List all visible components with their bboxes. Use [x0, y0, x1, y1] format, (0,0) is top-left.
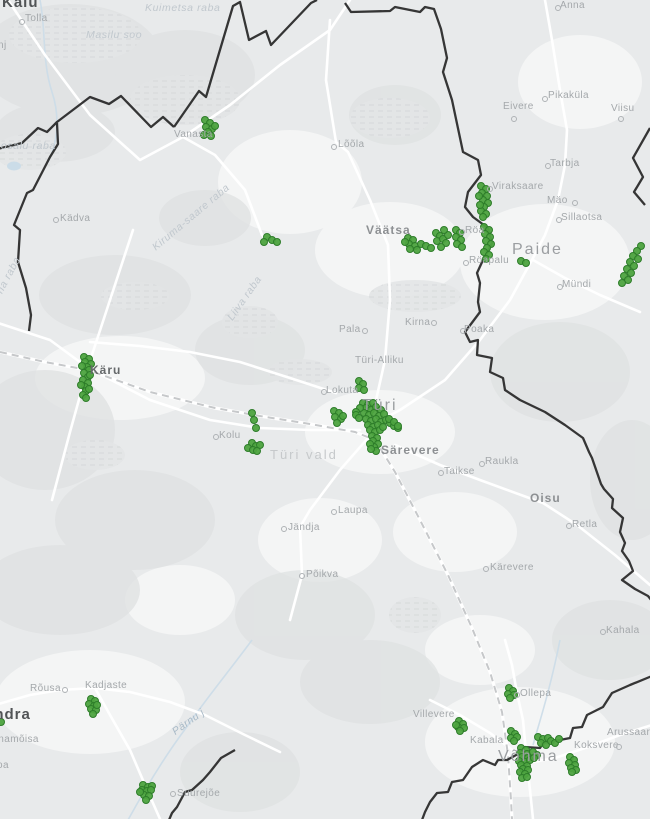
marker-dot-vohma-main[interactable]	[523, 773, 531, 781]
marker-dot-lokuta[interactable]	[339, 412, 347, 420]
marker-dot-vanasta[interactable]	[211, 122, 219, 130]
marker-dot-kolu-chain[interactable]	[252, 424, 260, 432]
marker-dot-vanasta[interactable]	[200, 131, 208, 139]
marker-dot-lokuta[interactable]	[333, 419, 341, 427]
marker-dot-kadjaste[interactable]	[89, 710, 97, 718]
pond	[7, 161, 21, 171]
marker-dot-viraksaare[interactable]	[475, 192, 483, 200]
marker-dot-vaatsa-west[interactable]	[406, 245, 414, 253]
marker-dot-left-edge[interactable]	[0, 718, 5, 726]
marker-dot-vohma-east[interactable]	[568, 768, 576, 776]
marker-dot-east-edge[interactable]	[634, 255, 642, 263]
marker-dot-turi-alliku[interactable]	[360, 386, 368, 394]
railway	[0, 350, 514, 819]
marker-dot-kolu-chain[interactable]	[253, 447, 261, 455]
marker-dot-east-edge[interactable]	[630, 262, 638, 270]
marker-dot-vaatsa-west[interactable]	[427, 244, 435, 252]
marker-dot-karu[interactable]	[86, 371, 94, 379]
marker-dot-vaatsa-west[interactable]	[401, 238, 409, 246]
marker-dot-turi-main[interactable]	[379, 423, 387, 431]
marker-dot-vanasta[interactable]	[207, 132, 215, 140]
data-point-clusters	[0, 116, 645, 804]
marker-dot-karu[interactable]	[85, 385, 93, 393]
marker-dot-east-edge[interactable]	[627, 269, 635, 277]
marker-dot-suurejoe[interactable]	[142, 796, 150, 804]
marker-dot-kabala[interactable]	[510, 737, 518, 745]
marker-dot-karu[interactable]	[77, 381, 85, 389]
marker-dot-viraksaare[interactable]	[479, 213, 487, 221]
marker-dot-roa[interactable]	[482, 255, 490, 263]
marker-dot-west-trio[interactable]	[260, 238, 268, 246]
marker-dot-vaatsa-east[interactable]	[458, 243, 466, 251]
marker-dot-vaatsa-mid[interactable]	[437, 243, 445, 251]
marker-dot-kolu-chain[interactable]	[248, 409, 256, 417]
marker-dot-villevere[interactable]	[456, 727, 464, 735]
marker-dot-kadjaste[interactable]	[93, 701, 101, 709]
marker-dot-vaatsa-mid[interactable]	[440, 226, 448, 234]
marker-dot-turi-main[interactable]	[355, 414, 363, 422]
bog-hatched-areas	[0, 7, 461, 633]
marker-dot-suurejoe[interactable]	[136, 788, 144, 796]
marker-dot-vaatsa-west[interactable]	[413, 246, 421, 254]
marker-dot-turi-main[interactable]	[367, 445, 375, 453]
marker-dot-kolu-chain[interactable]	[250, 416, 258, 424]
marker-dot-vohma-row[interactable]	[555, 735, 563, 743]
marker-dot-viraksaare[interactable]	[476, 201, 484, 209]
marker-dot-karu[interactable]	[82, 394, 90, 402]
marker-dot-ollepa[interactable]	[506, 694, 514, 702]
marker-dot-east-edge[interactable]	[618, 279, 626, 287]
marker-dot-vohma-main[interactable]	[530, 754, 538, 762]
marker-dot-turi-main[interactable]	[394, 422, 402, 430]
marker-dot-paide[interactable]	[522, 259, 530, 267]
marker-dot-villevere[interactable]	[452, 721, 460, 729]
marker-dot-west-trio[interactable]	[273, 238, 281, 246]
marker-dot-karu[interactable]	[78, 362, 86, 370]
